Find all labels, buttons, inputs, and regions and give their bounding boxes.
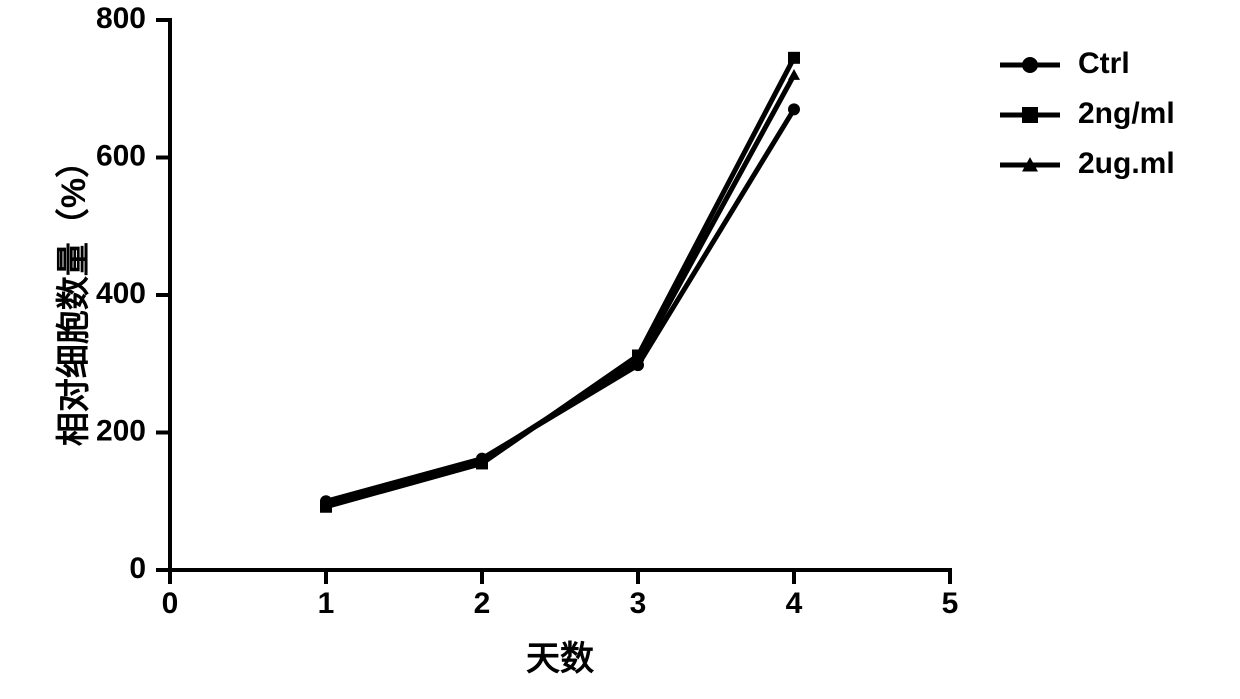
y-tick-label: 800 — [96, 2, 146, 35]
y-axis-title: 相对细胞数量（%） — [54, 144, 93, 446]
marker-circle-icon — [1022, 57, 1038, 73]
legend-label: Ctrl — [1078, 47, 1130, 80]
y-tick-label: 0 — [129, 552, 146, 585]
marker-circle-icon — [788, 103, 800, 115]
marker-square-icon — [1022, 107, 1038, 123]
legend-label: 2ng/ml — [1078, 97, 1175, 130]
x-tick-label: 2 — [474, 587, 491, 620]
x-axis-title: 天数 — [526, 640, 594, 678]
y-tick-label: 400 — [96, 277, 146, 310]
line-chart: 0 200 400 600 800 0 1 2 3 4 5 天数 相对细胞数量（%） Ctrl 2ng/ml… — [0, 0, 1240, 699]
y-tick-label: 200 — [96, 414, 146, 447]
x-tick-label: 5 — [942, 587, 959, 620]
x-tick-label: 3 — [630, 587, 647, 620]
legend-label: 2ug.ml — [1078, 147, 1175, 180]
x-tick-label: 0 — [162, 587, 179, 620]
x-tick-label: 4 — [786, 587, 803, 620]
y-tick-label: 600 — [96, 139, 146, 172]
x-tick-label: 1 — [318, 587, 335, 620]
chart-container: 0 200 400 600 800 0 1 2 3 4 5 天数 相对细胞数量（%） Ctrl 2ng/ml… — [0, 0, 1240, 699]
marker-square-icon — [788, 52, 800, 64]
